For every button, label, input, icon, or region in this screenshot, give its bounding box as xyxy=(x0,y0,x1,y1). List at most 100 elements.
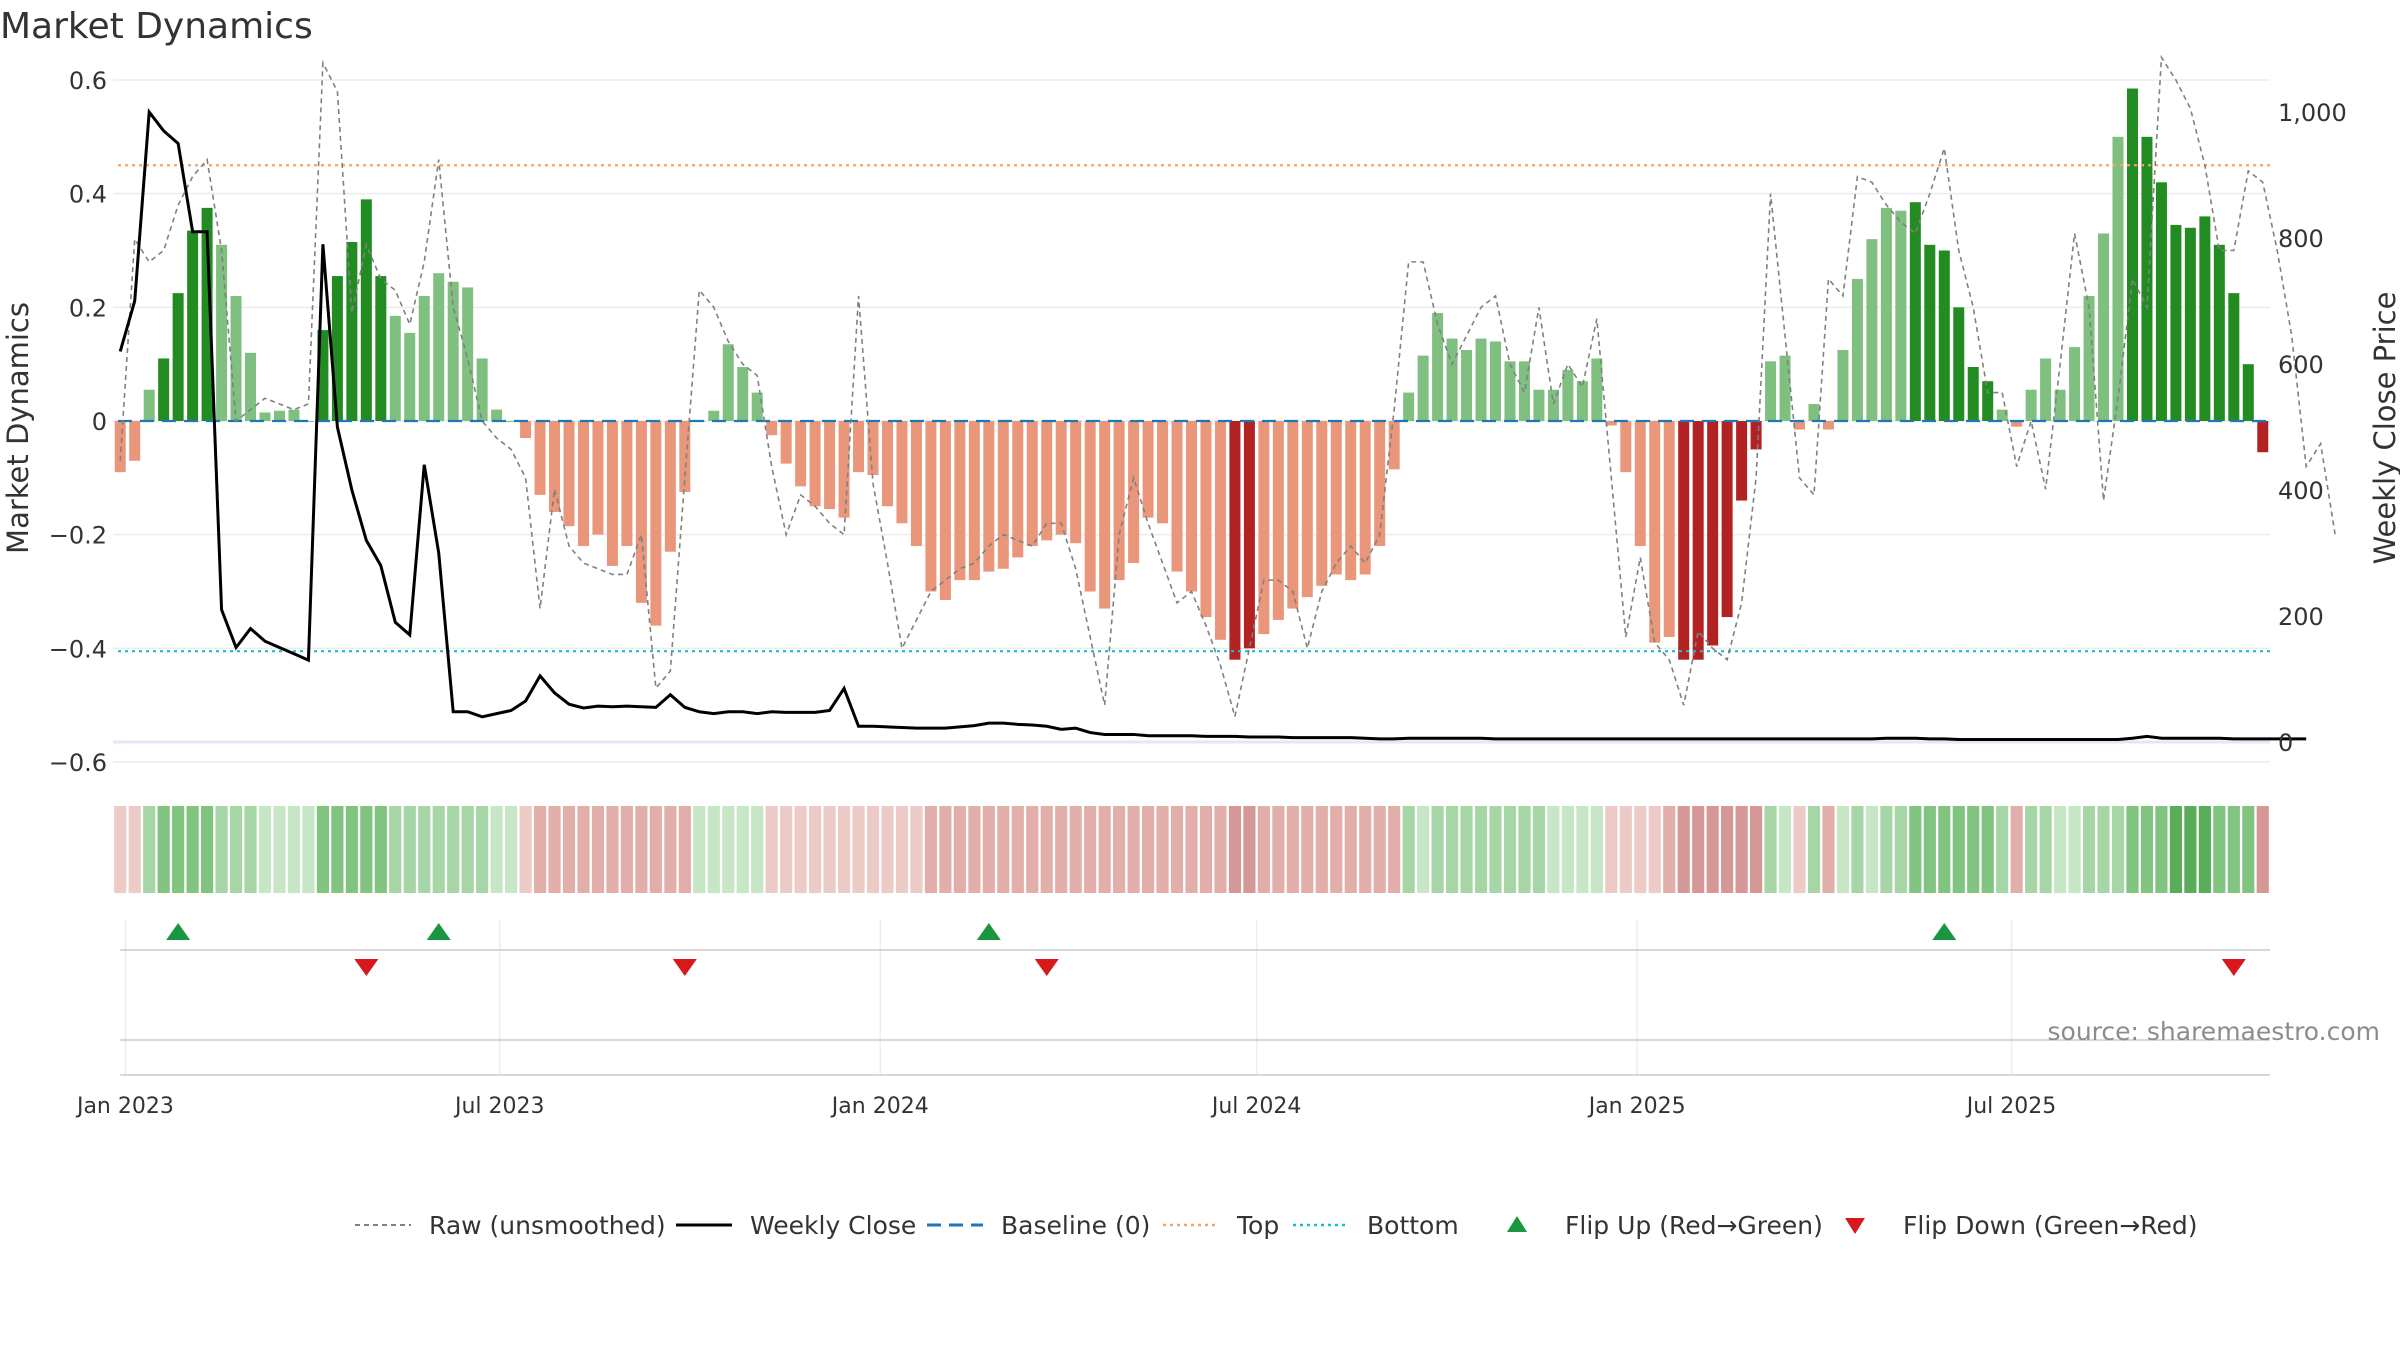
regime-cell xyxy=(1938,806,1951,893)
bar xyxy=(1157,421,1169,524)
regime-cell xyxy=(1532,806,1546,893)
bar xyxy=(360,199,372,421)
regime-cell xyxy=(1286,806,1299,893)
regime-cell xyxy=(1055,806,1068,893)
bar xyxy=(1967,367,1979,421)
y2-axis-label: Weekly Close Price xyxy=(2368,292,2400,565)
regime-strip xyxy=(114,806,2269,893)
regime-cell xyxy=(1547,806,1560,893)
regime-cell xyxy=(1721,806,1734,893)
bar xyxy=(1721,421,1733,618)
bar xyxy=(1982,381,1994,421)
regime-cell xyxy=(895,806,909,893)
bar xyxy=(462,287,474,421)
regime-cell xyxy=(114,806,127,893)
bar xyxy=(1649,421,1661,643)
y2-tick-label: 800 xyxy=(2278,225,2324,253)
regime-cell xyxy=(1909,806,1922,893)
regime-cell xyxy=(490,806,503,893)
bar xyxy=(853,421,865,473)
regime-cell xyxy=(186,806,199,893)
bar xyxy=(259,412,271,421)
bar xyxy=(1258,421,1270,635)
regime-cell xyxy=(157,806,170,893)
flip-down-marker xyxy=(354,959,379,976)
regime-cell xyxy=(389,806,402,893)
bar xyxy=(2112,136,2124,422)
regime-cell xyxy=(1735,806,1748,893)
bar xyxy=(1301,421,1313,598)
bar xyxy=(2213,244,2225,421)
regime-cell xyxy=(968,806,981,893)
legend-label: Baseline (0) xyxy=(1001,1211,1150,1240)
regime-cell xyxy=(2213,806,2226,893)
regime-cell xyxy=(678,806,691,893)
regime-cell xyxy=(1605,806,1618,893)
bar xyxy=(201,207,213,421)
bar xyxy=(172,293,184,421)
bar xyxy=(1880,207,1892,421)
bar xyxy=(2025,389,2037,421)
legend-label: Bottom xyxy=(1367,1211,1459,1240)
regime-cell xyxy=(924,806,938,893)
bar xyxy=(1229,421,1241,660)
bar xyxy=(1113,421,1125,581)
regime-cell xyxy=(1098,806,1111,893)
bar xyxy=(1200,421,1212,618)
legend: Raw (unsmoothed) Weekly Close Baseline (0)… xyxy=(355,1211,2198,1240)
bar xyxy=(1533,389,1545,421)
bar xyxy=(1953,307,1965,421)
regime-cell xyxy=(2068,806,2081,893)
regime-cell xyxy=(128,806,141,893)
regime-cell xyxy=(1084,806,1097,893)
bar xyxy=(1909,202,1921,421)
bar xyxy=(505,421,517,422)
regime-cell xyxy=(751,806,764,893)
regime-cell xyxy=(2126,806,2139,893)
bar xyxy=(1707,421,1719,646)
y-tick-label: 0 xyxy=(92,408,107,436)
regime-cell xyxy=(1141,806,1155,893)
y-tick-label: 0.2 xyxy=(69,294,107,322)
regime-cell xyxy=(2227,806,2240,893)
bar xyxy=(1562,369,1574,421)
regime-cell xyxy=(736,806,749,893)
bar xyxy=(1576,381,1588,421)
regime-cell xyxy=(1431,806,1444,893)
bar xyxy=(491,409,503,421)
regime-cell xyxy=(2025,806,2038,893)
regime-cell xyxy=(476,806,489,893)
y2-tick-label: 600 xyxy=(2278,351,2324,379)
bar xyxy=(2257,421,2269,453)
flip-markers-layer xyxy=(166,923,2246,976)
bar xyxy=(766,421,778,436)
regime-cell xyxy=(1243,806,1256,893)
x-tick-label: Jul 2024 xyxy=(1210,1094,1302,1119)
bar xyxy=(1663,421,1675,637)
regime-cell xyxy=(1648,806,1661,893)
bar xyxy=(563,421,575,527)
regime-cell xyxy=(1489,806,1502,893)
bar xyxy=(577,421,589,547)
bar xyxy=(476,358,488,421)
regime-cell xyxy=(1894,806,1907,893)
bar xyxy=(216,244,228,421)
x-tick-label: Jan 2025 xyxy=(1587,1094,1686,1119)
bar xyxy=(1678,421,1690,660)
bar xyxy=(780,421,792,464)
flip-up-marker xyxy=(1932,923,1957,940)
bar xyxy=(1432,313,1444,421)
y-tick-label: −0.4 xyxy=(49,635,107,663)
y-tick-label: 0.6 xyxy=(69,67,107,95)
y-tick-label: −0.2 xyxy=(49,522,107,550)
regime-cell xyxy=(201,806,214,893)
bar xyxy=(1330,421,1342,575)
bar xyxy=(534,421,546,495)
bar xyxy=(751,392,763,421)
bar xyxy=(1359,421,1371,575)
regime-cell xyxy=(1663,806,1676,893)
y2-tick-label: 200 xyxy=(2278,603,2324,631)
bar xyxy=(664,421,676,552)
bar xyxy=(2011,421,2023,427)
